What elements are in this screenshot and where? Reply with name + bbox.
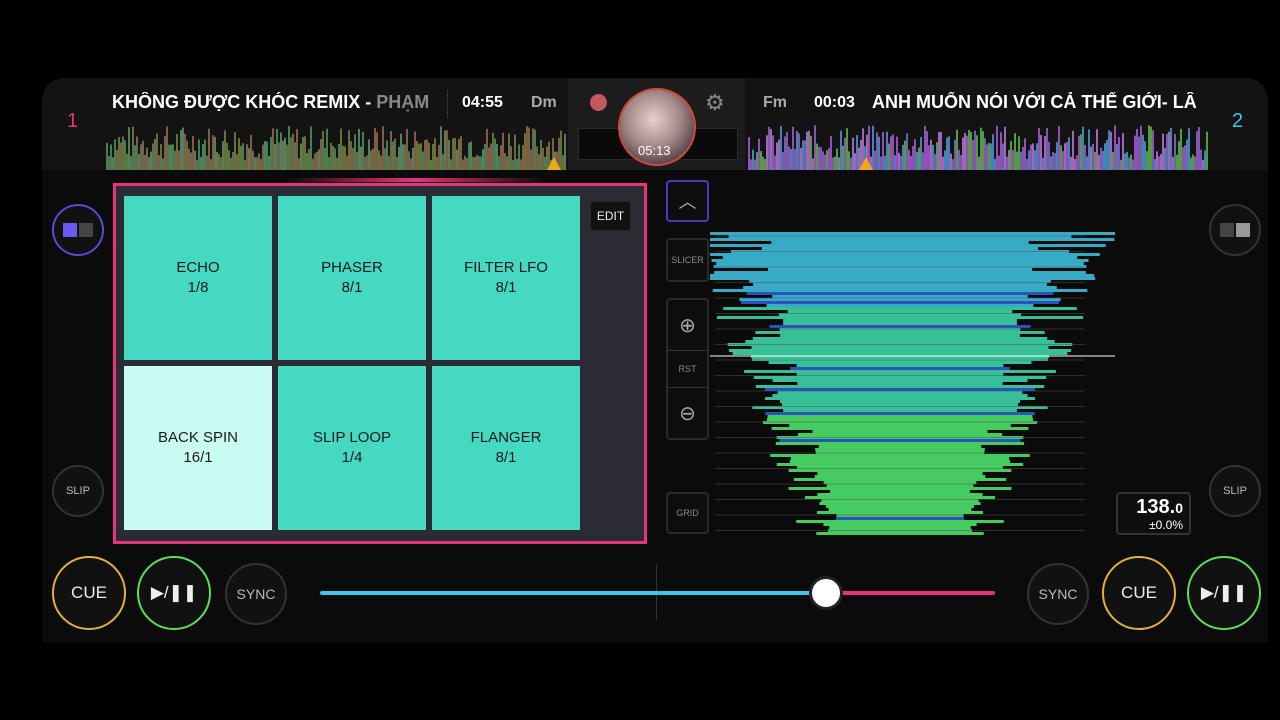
fx-pad[interactable]: FILTER LFO 8/1 [432, 196, 580, 360]
panel-glow [285, 178, 545, 182]
fx-pad-value: 8/1 [341, 279, 363, 296]
crossfader-track-left[interactable] [320, 591, 827, 595]
deck-b-icon [1236, 223, 1250, 237]
record-icon[interactable] [590, 94, 607, 111]
fx-pad-value: 8/1 [495, 279, 517, 296]
fx-pad-name: SLIP LOOP [312, 429, 392, 446]
deck1-track-title: KHÔNG ĐƯỢC KHÓC REMIX - [112, 92, 377, 112]
elapsed-time: 05:13 [638, 143, 671, 158]
fx-pad-name: FILTER LFO [464, 259, 548, 276]
deck1-number: 1 [67, 110, 79, 132]
deck-switch-button[interactable] [52, 204, 104, 256]
fx-pad-name: PHASER [321, 259, 383, 276]
fx-pad-value: 8/1 [495, 449, 517, 466]
fx-pad-name: FLANGER [470, 429, 542, 446]
crossfader-track-right[interactable] [826, 591, 995, 595]
deck2-key: Fm [763, 94, 787, 111]
cue-button-right[interactable]: CUE [1102, 556, 1176, 630]
deck2-title[interactable]: ANH MUỐN NÓI VỚI CẢ THẾ GIỚI- LÂ [872, 92, 1197, 112]
zoom-reset-button[interactable]: RST [668, 350, 707, 388]
slip-button-right[interactable]: SLIP [1209, 465, 1261, 517]
deck2-number: 2 [1232, 110, 1244, 132]
gear-icon[interactable]: ⚙ [705, 90, 725, 115]
slip-button-left[interactable]: SLIP [52, 465, 104, 517]
bpm-value: 138. [1136, 496, 1176, 518]
fx-pad[interactable]: SLIP LOOP 1/4 [278, 366, 426, 530]
cue-button-left[interactable]: CUE [52, 556, 126, 630]
play-pause-button-left[interactable]: ▶/❚❚ [137, 556, 211, 630]
deck1-artist: PHẠM [376, 92, 430, 112]
deck1-title[interactable]: KHÔNG ĐƯỢC KHÓC REMIX - PHẠM [112, 92, 438, 113]
fx-pad-name: ECHO [176, 259, 220, 276]
bpm-decimal: 0 [1175, 500, 1183, 516]
pitch-value: ±0.0% [1149, 518, 1183, 532]
deck-a-icon [63, 223, 77, 237]
deck1-time: 04:55 [462, 94, 503, 111]
zoom-in-icon[interactable]: ⊕ [679, 314, 696, 337]
deck-b-icon [79, 223, 93, 237]
fx-pad[interactable]: ECHO 1/8 [124, 196, 272, 360]
play-pause-button-right[interactable]: ▶/❚❚ [1187, 556, 1261, 630]
fx-pad[interactable]: BACK SPIN 16/1 [124, 366, 272, 530]
grid-button[interactable]: GRID [666, 492, 709, 534]
slicer-button[interactable]: SLICER [666, 238, 709, 282]
fx-pad-value: 1/4 [341, 449, 363, 466]
zoom-out-icon[interactable]: ⊖ [679, 402, 696, 425]
zoom-controls: ⊕ RST ⊖ [666, 298, 709, 440]
fx-pad-name: BACK SPIN [157, 429, 239, 446]
deck1-overview-waveform[interactable] [106, 125, 566, 170]
edit-button[interactable]: EDIT [589, 200, 632, 232]
bpm-display[interactable]: 138.0 ±0.0% [1116, 492, 1191, 535]
deck-switch-button-right[interactable] [1209, 204, 1261, 256]
deck2-time: 00:03 [814, 94, 855, 111]
deck2-scrolling-waveform[interactable] [710, 228, 1115, 536]
crossfader-knob[interactable] [809, 576, 844, 610]
deck1-key: Dm [531, 94, 557, 111]
sync-button-left[interactable]: SYNC [225, 563, 287, 625]
sync-button-right[interactable]: SYNC [1027, 563, 1089, 625]
album-art-avatar[interactable] [618, 88, 696, 166]
collapse-up-button[interactable]: ︿ [666, 180, 709, 222]
divider [447, 90, 448, 118]
fx-pad-value: 1/8 [187, 279, 209, 296]
chevron-up-icon: ︿ [678, 192, 697, 212]
deck-a-icon [1220, 223, 1234, 237]
fx-pad[interactable]: PHASER 8/1 [278, 196, 426, 360]
fx-pad[interactable]: FLANGER 8/1 [432, 366, 580, 530]
deck2-overview-waveform[interactable] [748, 125, 1208, 170]
fx-pad-value: 16/1 [183, 449, 213, 466]
